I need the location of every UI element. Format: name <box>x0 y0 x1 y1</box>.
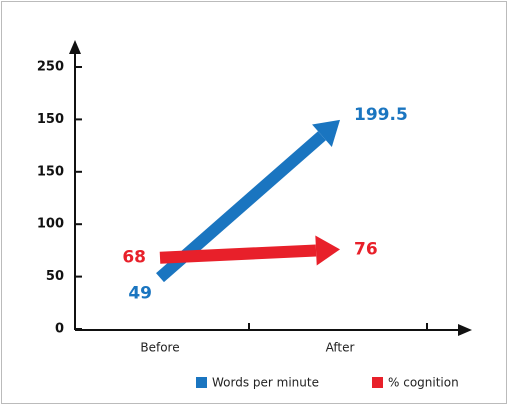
x-tick-label: Before <box>140 341 179 355</box>
value-label: 76 <box>354 239 378 259</box>
y-axis-arrow <box>69 40 81 54</box>
legend-swatch <box>372 377 383 388</box>
x-tick-label: After <box>326 341 355 355</box>
x-axis-arrow <box>458 324 472 336</box>
y-tick-label: 100 <box>37 217 64 232</box>
value-label: 199.5 <box>354 105 408 125</box>
arrow-shaft <box>159 244 317 264</box>
arrow-head <box>315 235 340 266</box>
legend-label: Words per minute <box>212 376 319 390</box>
y-tick-label: 50 <box>46 269 64 284</box>
y-tick-label: 150 <box>37 164 64 179</box>
y-tick-label: 250 <box>37 60 64 75</box>
arrow-head <box>312 119 340 148</box>
value-label: 49 <box>128 284 152 304</box>
value-label: 68 <box>122 248 146 268</box>
legend-label: % cognition <box>388 376 459 390</box>
y-tick-label: 150 <box>37 112 64 127</box>
y-tick-label: 0 <box>55 322 64 337</box>
legend-swatch <box>196 377 207 388</box>
